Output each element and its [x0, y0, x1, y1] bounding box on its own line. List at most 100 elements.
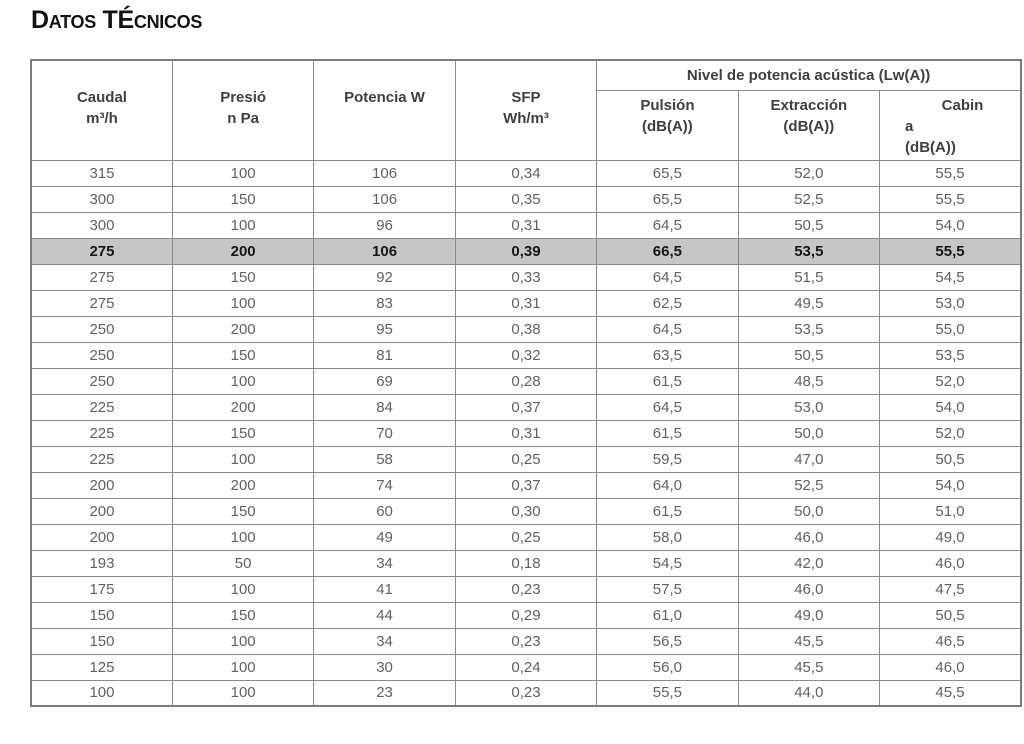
table-cell: 193: [30, 549, 173, 577]
table-cell: 200: [171, 315, 315, 343]
table-cell: 0,18: [454, 549, 598, 577]
table-cell: 46,0: [879, 653, 1022, 681]
col-header-extraccion-label: Extracción (dB(A)): [770, 96, 848, 135]
table-cell: 100: [171, 523, 315, 551]
table-cell: 225: [30, 393, 173, 421]
col-header-potencia: Potencia W: [313, 59, 456, 161]
table-cell: 100: [171, 159, 315, 187]
table-cell: 52,5: [737, 471, 881, 499]
table-cell: 300: [30, 211, 173, 239]
table-row: 275 200 106 0,39 66,5 53,5 55,5: [30, 237, 1022, 265]
table-cell: 51,0: [879, 497, 1022, 525]
col-header-cabina: Cabin a (dB(A)): [879, 89, 1022, 161]
table-cell: 53,5: [737, 237, 881, 265]
table-cell: 61,5: [596, 419, 739, 447]
table-row: 250 100 69 0,28 61,5 48,5 52,0: [30, 367, 1022, 395]
table-cell: 150: [30, 627, 173, 655]
table-cell: 0,31: [454, 289, 598, 317]
table-cell: 0,33: [454, 263, 598, 291]
table-cell: 58,0: [596, 523, 739, 551]
table-row: 193 50 34 0,18 54,5 42,0 46,0: [30, 549, 1022, 577]
table-cell: 150: [171, 263, 315, 291]
table-cell: 315: [30, 159, 173, 187]
table-cell: 106: [313, 237, 456, 265]
table-cell: 0,39: [454, 237, 598, 265]
table-cell: 65,5: [596, 185, 739, 213]
table-cell: 63,5: [596, 341, 739, 369]
table-cell: 50: [171, 549, 315, 577]
table-cell: 0,25: [454, 445, 598, 473]
table-cell: 100: [171, 627, 315, 655]
table-row: 125 100 30 0,24 56,0 45,5 46,0: [30, 653, 1022, 681]
table-cell: 52,0: [879, 419, 1022, 447]
table-cell: 0,28: [454, 367, 598, 395]
table-cell: 150: [171, 497, 315, 525]
table-cell: 54,0: [879, 471, 1022, 499]
table-cell: 64,0: [596, 471, 739, 499]
table-cell: 200: [171, 471, 315, 499]
table-row: 175 100 41 0,23 57,5 46,0 47,5: [30, 575, 1022, 603]
table-cell: 250: [30, 367, 173, 395]
table-cell: 44,0: [737, 679, 881, 707]
table-cell: 64,5: [596, 315, 739, 343]
table-cell: 65,5: [596, 159, 739, 187]
table-cell: 0,23: [454, 679, 598, 707]
col-header-cabina-line1: Cabin: [941, 96, 984, 114]
table-cell: 55,5: [879, 185, 1022, 213]
table-cell: 150: [171, 341, 315, 369]
table-cell: 56,5: [596, 627, 739, 655]
table-cell: 69: [313, 367, 456, 395]
table-cell: 84: [313, 393, 456, 421]
table-cell: 54,0: [879, 211, 1022, 239]
table-cell: 0,32: [454, 341, 598, 369]
table-cell: 60: [313, 497, 456, 525]
table-cell: 53,0: [879, 289, 1022, 317]
table-cell: 150: [171, 601, 315, 629]
table-cell: 61,5: [596, 367, 739, 395]
table-cell: 57,5: [596, 575, 739, 603]
table-cell: 50,5: [879, 445, 1022, 473]
table-row: 225 200 84 0,37 64,5 53,0 54,0: [30, 393, 1022, 421]
table-cell: 200: [30, 497, 173, 525]
table-cell: 0,38: [454, 315, 598, 343]
table-cell: 50,5: [737, 211, 881, 239]
table-cell: 0,37: [454, 393, 598, 421]
table-row: 150 100 34 0,23 56,5 45,5 46,5: [30, 627, 1022, 655]
col-header-caudal: Caudal m³/h: [30, 59, 173, 161]
table-cell: 34: [313, 627, 456, 655]
table-cell: 0,23: [454, 627, 598, 655]
group-header-acoustic-power-label: Nivel de potencia acústica (Lw(A)): [686, 66, 931, 84]
table-row: 200 100 49 0,25 58,0 46,0 49,0: [30, 523, 1022, 551]
table-cell: 51,5: [737, 263, 881, 291]
table-cell: 95: [313, 315, 456, 343]
table-cell: 92: [313, 263, 456, 291]
table-cell: 300: [30, 185, 173, 213]
table-cell: 0,31: [454, 211, 598, 239]
table-cell: 47,0: [737, 445, 881, 473]
table-cell: 275: [30, 263, 173, 291]
table-cell: 83: [313, 289, 456, 317]
table-cell: 50,0: [737, 497, 881, 525]
table-cell: 96: [313, 211, 456, 239]
col-header-presion: Presió n Pa: [171, 59, 315, 161]
table-body: 315 100 106 0,34 65,5 52,0 55,5 300 150 106 0,35 65…: [30, 159, 1022, 707]
table-row: 250 150 81 0,32 63,5 50,5 53,5: [30, 341, 1022, 369]
table-cell: 0,23: [454, 575, 598, 603]
table-cell: 64,5: [596, 393, 739, 421]
table-cell: 100: [171, 653, 315, 681]
table-cell: 54,0: [879, 393, 1022, 421]
table-cell: 53,0: [737, 393, 881, 421]
table-cell: 48,5: [737, 367, 881, 395]
table-cell: 225: [30, 419, 173, 447]
table-header: Caudal m³/h Presió n Pa Potencia W SFP W…: [30, 59, 1022, 161]
table-row: 315 100 106 0,34 65,5 52,0 55,5: [30, 159, 1022, 187]
table-cell: 106: [313, 159, 456, 187]
table-cell: 250: [30, 315, 173, 343]
col-header-presion-label: Presió n Pa: [220, 89, 267, 127]
table-cell: 49,0: [737, 601, 881, 629]
table-cell: 100: [30, 679, 173, 707]
table-cell: 45,5: [879, 679, 1022, 707]
table-cell: 44: [313, 601, 456, 629]
table-row: 275 100 83 0,31 62,5 49,5 53,0: [30, 289, 1022, 317]
table-cell: 55,5: [596, 679, 739, 707]
